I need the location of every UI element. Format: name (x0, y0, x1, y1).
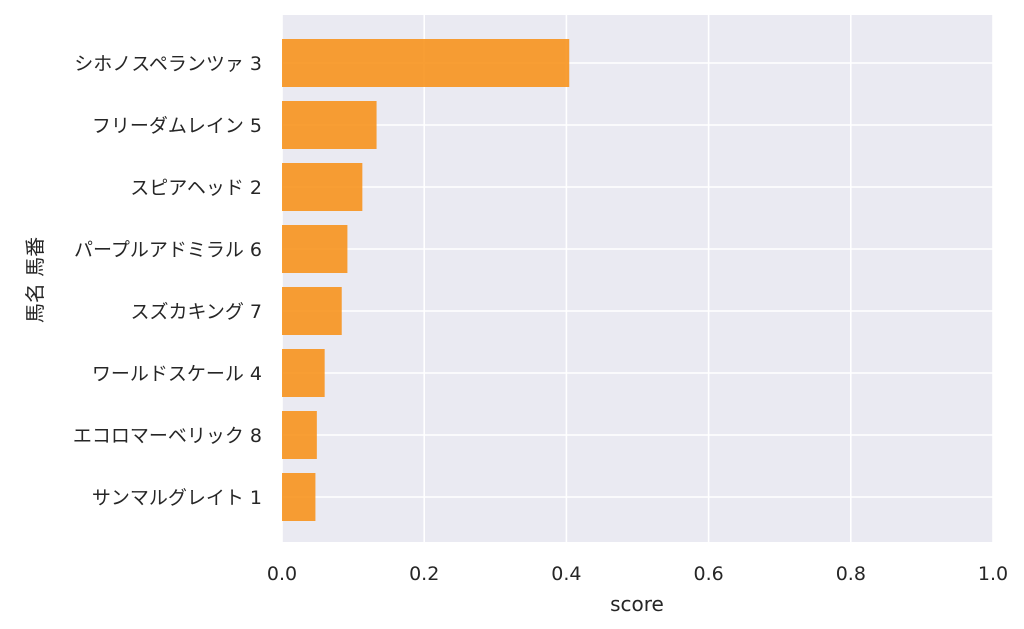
x-tick-label: 0.6 (693, 563, 723, 585)
y-axis-label: 馬名 馬番 (23, 237, 47, 323)
x-tick-label: 0.8 (836, 563, 866, 585)
bar (282, 411, 317, 459)
bar (282, 39, 570, 87)
y-tick-labels: シホノスペランツァ 3 フリーダムレイン 5 スピアヘッド 2 パープルアドミラル 6… (73, 53, 262, 509)
y-tick-label: サンマルグレイト 1 (92, 487, 262, 509)
bar (282, 287, 342, 335)
x-tick-labels: 0.0 0.2 0.4 0.6 0.8 1.0 (267, 563, 1008, 585)
y-tick-label: パープルアドミラル 6 (74, 239, 262, 261)
x-tick-label: 0.4 (551, 563, 581, 585)
y-tick-label: エコロマーベリック 8 (73, 425, 262, 447)
grid (281, 15, 994, 542)
y-tick-label: シホノスペランツァ 3 (74, 53, 262, 75)
y-tick-label: スズカキング 7 (130, 301, 262, 323)
bars (282, 39, 570, 521)
bar (282, 101, 377, 149)
bar (282, 349, 325, 397)
y-tick-label: ワールドスケール 4 (92, 363, 262, 385)
x-axis-label: score (610, 592, 664, 616)
x-tick-label: 0.0 (267, 563, 297, 585)
x-tick-label: 1.0 (978, 563, 1008, 585)
bar (282, 163, 363, 211)
x-tick-label: 0.2 (409, 563, 439, 585)
y-tick-label: フリーダムレイン 5 (92, 115, 262, 137)
y-tick-label: スピアヘッド 2 (130, 177, 262, 199)
bar (282, 473, 316, 521)
plot-area (282, 15, 993, 542)
bar (282, 225, 348, 273)
